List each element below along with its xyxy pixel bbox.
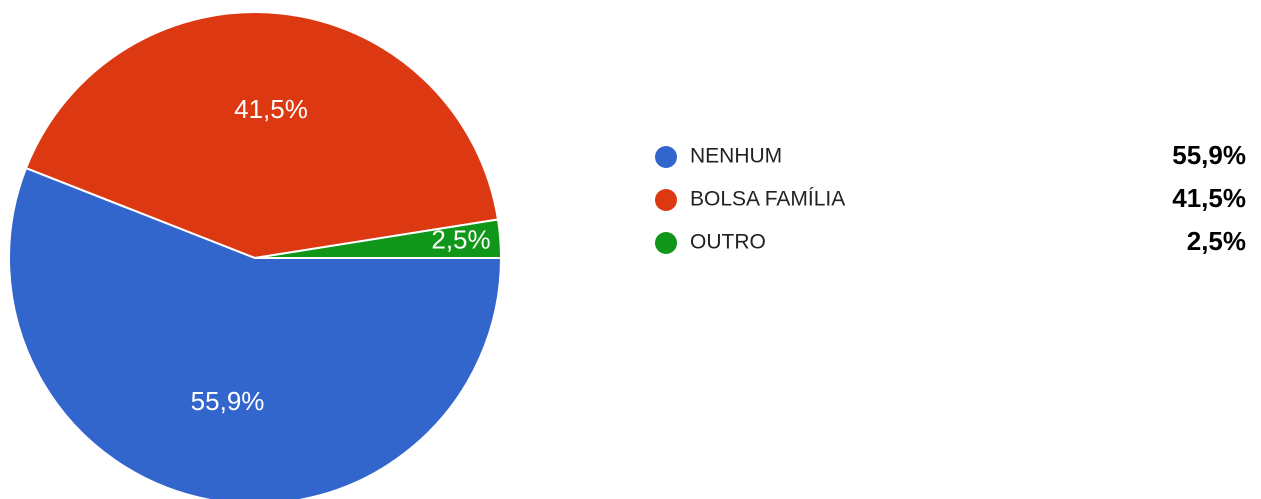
legend-value: 41,5%: [1172, 183, 1246, 213]
pie-slice: [24, 11, 500, 260]
legend-label: NENHUM: [690, 145, 782, 168]
slice-label: 41,5%: [234, 94, 308, 124]
legend-marker: [655, 232, 677, 254]
legend-value: 2,5%: [1187, 226, 1246, 256]
legend-marker: [655, 189, 677, 211]
legend-label: BOLSA FAMÍLIA: [690, 188, 845, 211]
pie-slice: [254, 218, 503, 259]
legend-label: OUTRO: [690, 231, 766, 254]
legend-value: 55,9%: [1172, 140, 1246, 170]
legend-marker: [655, 146, 677, 168]
slice-label: 2,5%: [431, 225, 490, 255]
pie-slice: [8, 166, 503, 499]
slice-label: 55,9%: [191, 386, 265, 416]
